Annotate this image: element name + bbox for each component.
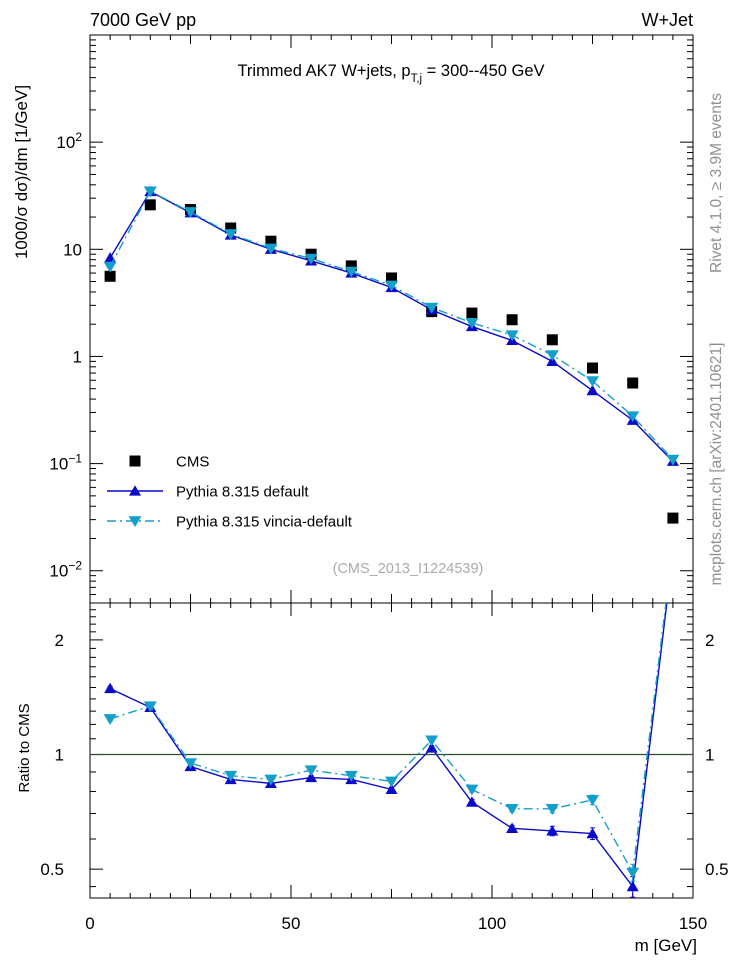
legend-item: CMS (129, 454, 209, 471)
legend-label: Pythia 8.315 vincia-default (176, 514, 353, 531)
plot-title: Trimmed AK7 W+jets, pT,j = 300--450 GeV (237, 62, 544, 85)
x-tick-label: 50 (282, 914, 301, 933)
main-series-triangle-up (104, 185, 679, 466)
main-y-tick-label: 10−1 (49, 452, 82, 474)
main-panel (103, 185, 680, 524)
legend-label: Pythia 8.315 default (176, 484, 309, 501)
x-tick-label: 150 (679, 914, 707, 933)
y-tick-labels: 102 10 1 10−1 10−2 2 2 1 1 0.5 0.5 (40, 130, 728, 879)
ratio-y-tick-label: 1 (55, 746, 64, 765)
x-tick-label: 100 (478, 914, 506, 933)
main-series-triangle-down (103, 186, 680, 466)
legend-item: Pythia 8.315 vincia-default (107, 514, 353, 531)
ratio-y-axis-title: Ratio to CMS (16, 703, 33, 792)
analysis-id-watermark: (CMS_2013_I1224539) (333, 561, 484, 577)
main-y-tick-label: 1 (73, 347, 82, 366)
ratio-y-tick-label-right: 1 (705, 746, 714, 765)
x-tick-labels: 0 50 100 150 (85, 914, 707, 933)
axis-ticks (89, 34, 694, 898)
ratio-series-triangle-up (104, 603, 668, 898)
rivet-version-note: Rivet 4.1.0, ≥ 3.9M events (708, 93, 725, 273)
main-y-tick-label: 10 (63, 240, 82, 259)
main-y-tick-label: 10−2 (49, 559, 82, 581)
ratio-y-tick-label: 0.5 (40, 860, 64, 879)
x-axis-title: m [GeV] (635, 936, 697, 955)
legend: CMS Pythia 8.315 default Pythia 8.315 vinc… (107, 454, 353, 531)
mcplots-arxiv-note: mcplots.cern.ch [arXiv:2401.10621] (708, 343, 725, 586)
ratio-panel (90, 603, 693, 898)
ratio-y-tick-label-right: 2 (705, 631, 714, 650)
legend-item: Pythia 8.315 default (107, 484, 309, 501)
x-tick-label: 0 (85, 914, 94, 933)
ratio-series-triangle-down (103, 603, 667, 882)
ratio-y-tick-label-right: 0.5 (705, 860, 729, 879)
main-y-axis-title: 1000/σ dσ)/dm [1/GeV] (12, 85, 31, 259)
beam-energy-label: 7000 GeV pp (90, 10, 196, 30)
process-label: W+Jet (641, 10, 693, 30)
ratio-y-tick-label: 2 (55, 631, 64, 650)
main-y-tick-label: 102 (56, 130, 82, 152)
main-series-square (104, 199, 679, 524)
legend-label: CMS (176, 454, 209, 471)
